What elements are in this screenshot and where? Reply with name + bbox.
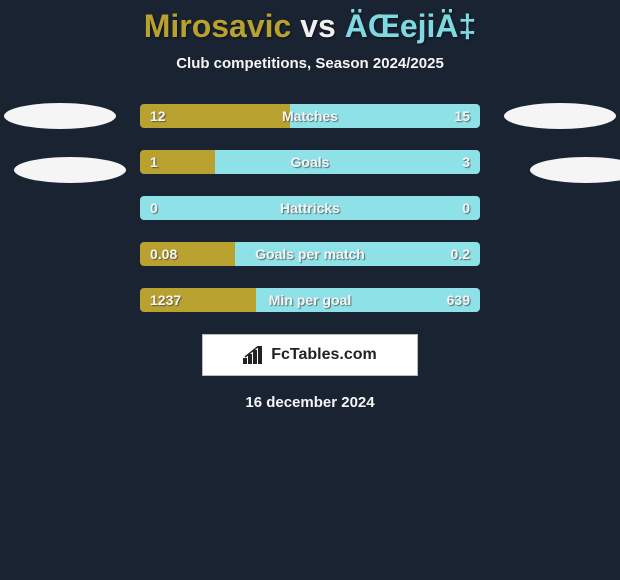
- subtitle: Club competitions, Season 2024/2025: [0, 55, 620, 72]
- stat-label: Goals: [140, 150, 480, 174]
- brand-badge[interactable]: FcTables.com: [202, 334, 418, 376]
- stat-row: 1 Goals 3: [140, 150, 480, 174]
- stat-label: Min per goal: [140, 288, 480, 312]
- stat-label: Hattricks: [140, 196, 480, 220]
- stat-row: 1237 Min per goal 639: [140, 288, 480, 312]
- bar-chart-icon: [243, 346, 265, 364]
- stat-value-right: 0: [462, 196, 470, 220]
- brand-text: FcTables.com: [271, 346, 377, 364]
- player1-avatar-placeholder: [4, 103, 116, 129]
- player1-avatar-placeholder: [14, 157, 126, 183]
- player1-name: Mirosavic: [144, 8, 292, 44]
- stat-value-right: 3: [462, 150, 470, 174]
- stat-row: 0 Hattricks 0: [140, 196, 480, 220]
- stat-label: Goals per match: [140, 242, 480, 266]
- stat-label: Matches: [140, 104, 480, 128]
- comparison-chart: 12 Matches 15 1 Goals 3 0 Hattricks 0 0.…: [0, 104, 620, 411]
- player2-name: ÄŒejiÄ‡: [345, 8, 477, 44]
- page-title: Mirosavic vs ÄŒejiÄ‡: [0, 0, 620, 45]
- stat-row: 0.08 Goals per match 0.2: [140, 242, 480, 266]
- stat-value-right: 15: [454, 104, 470, 128]
- date-label: 16 december 2024: [0, 394, 620, 411]
- vs-label: vs: [300, 8, 336, 44]
- player2-avatar-placeholder: [530, 157, 620, 183]
- stat-value-right: 0.2: [451, 242, 470, 266]
- player2-avatar-placeholder: [504, 103, 616, 129]
- stat-row: 12 Matches 15: [140, 104, 480, 128]
- stat-value-right: 639: [447, 288, 470, 312]
